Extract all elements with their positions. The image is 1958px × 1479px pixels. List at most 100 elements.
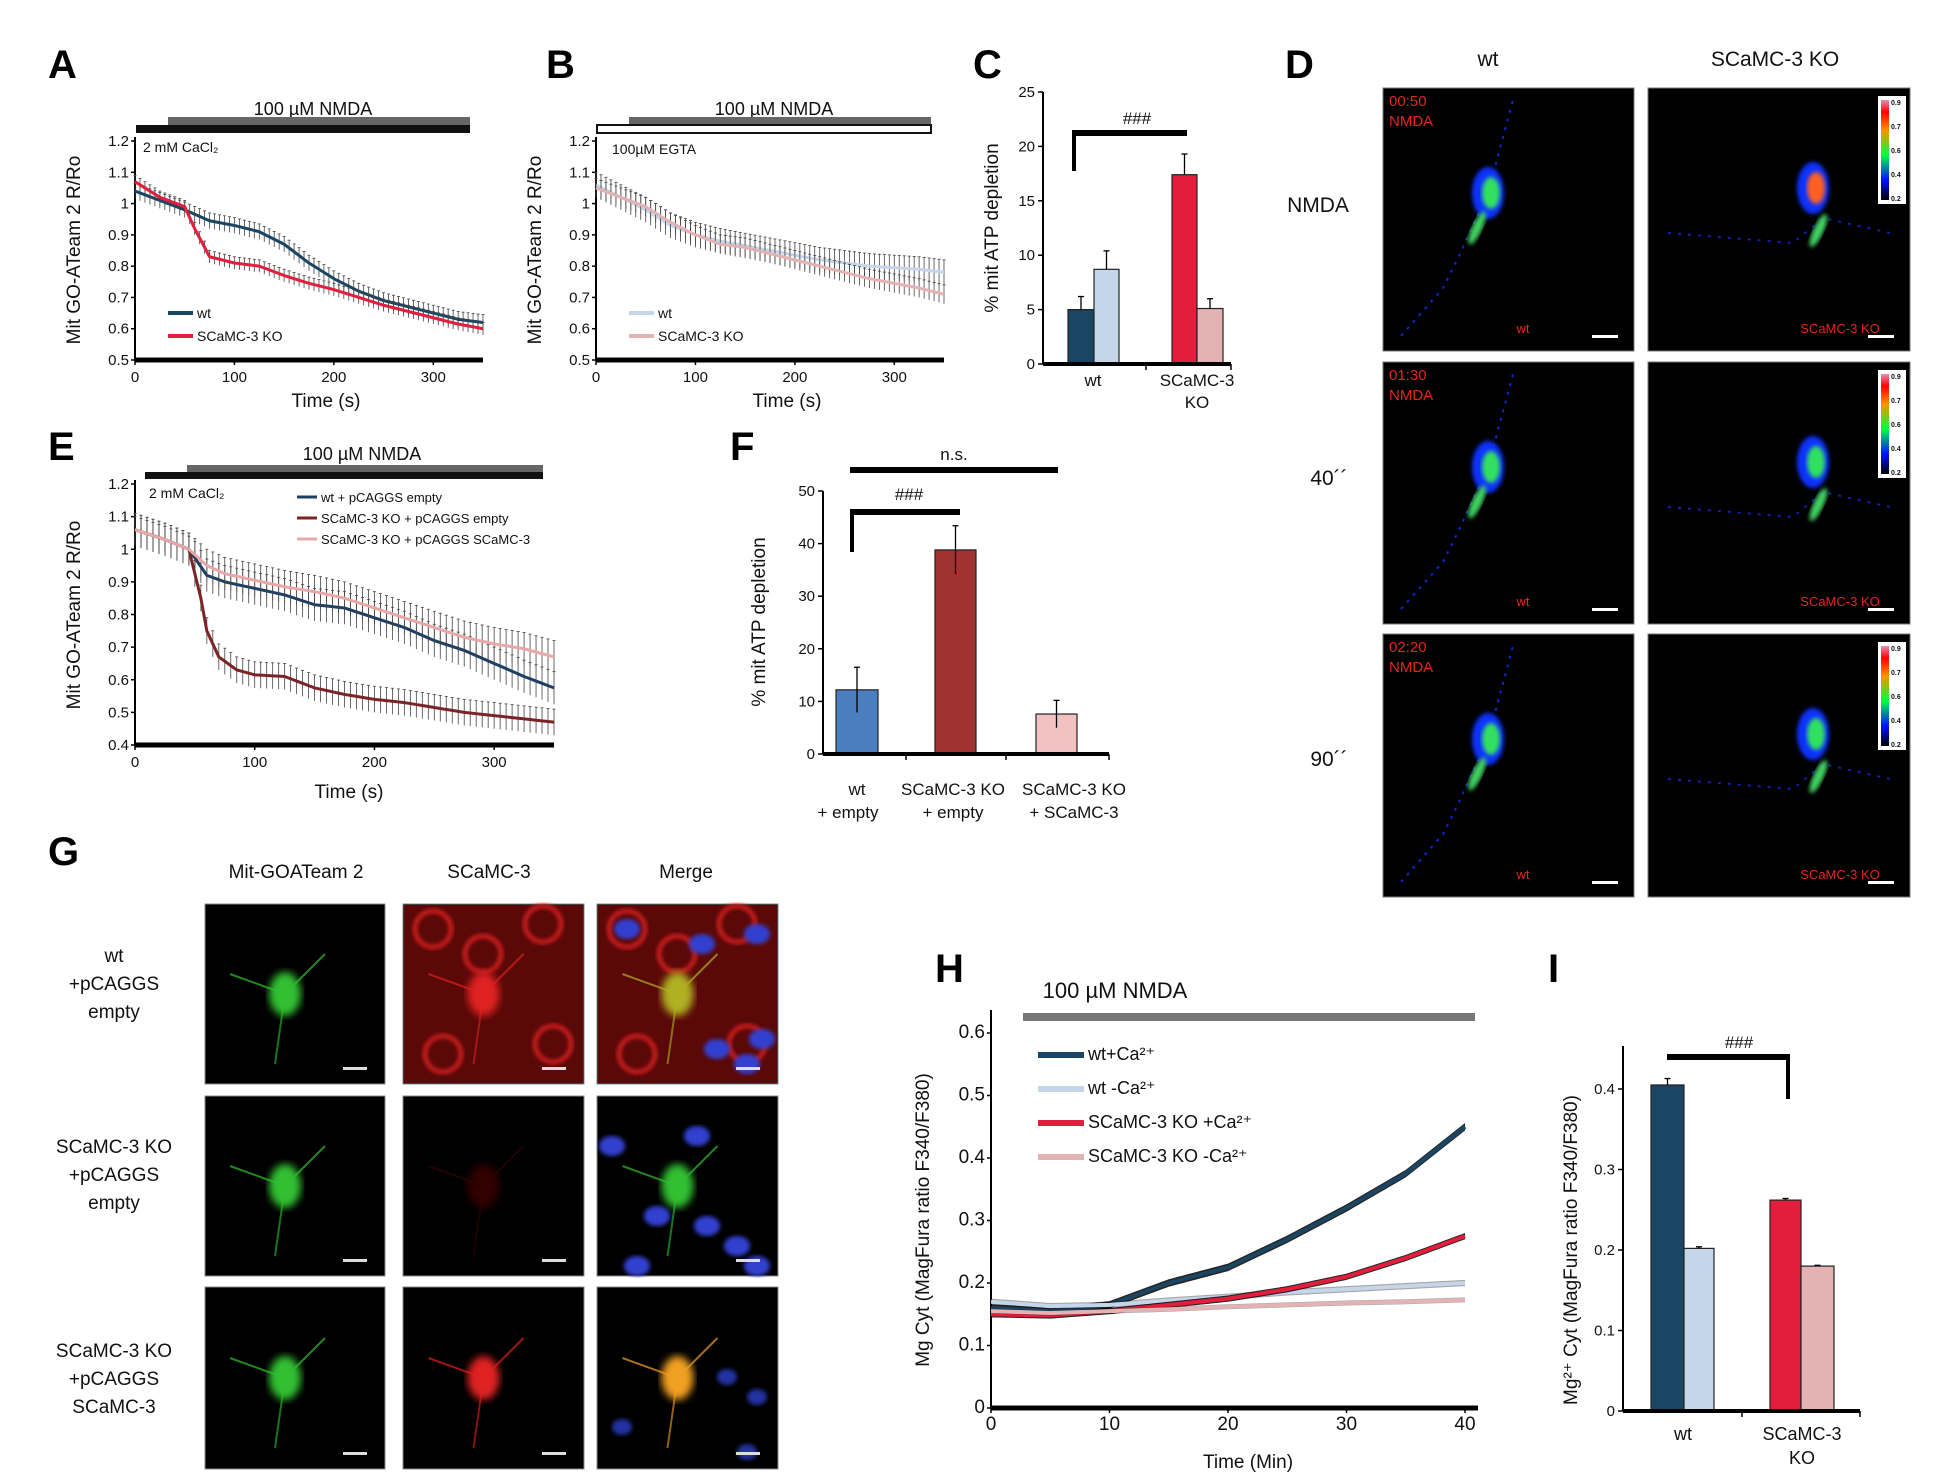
scale-bar	[1592, 881, 1618, 884]
stained-cell	[413, 909, 453, 949]
scale-bar	[736, 1067, 760, 1070]
d-image-r1-c1: 00:50 NMDA wt	[1382, 87, 1635, 352]
g-image-r3-c2	[402, 1286, 585, 1470]
neuron-process	[666, 1185, 679, 1257]
nucleus	[724, 1236, 750, 1256]
cell-body-signal	[1482, 723, 1500, 755]
image-background	[1382, 361, 1635, 625]
g-row3-line1: SCaMC-3 KO	[56, 1341, 172, 1362]
neurite	[1667, 490, 1891, 519]
panel-label-g: G	[48, 830, 79, 874]
y-tick-label: 0.1	[1594, 1323, 1615, 1340]
series-line	[990, 1125, 1467, 1314]
g-image-r1-c3	[596, 903, 779, 1085]
nmda-label-b: 100 µM NMDA	[715, 99, 833, 119]
x-tick-label: 300	[421, 369, 446, 386]
legend-label: SCaMC-3 KO -Ca²⁺	[1088, 1146, 1248, 1166]
series-wt-ca-	[990, 1123, 1467, 1315]
image-label: wt	[1516, 867, 1530, 882]
colorbar-tick-label: 0.7	[1891, 124, 1901, 131]
chart-F: 0 10 20 30 40 50	[798, 467, 1110, 763]
egta-bar-b	[596, 124, 932, 134]
neuron-process	[274, 1377, 286, 1449]
scale-bar	[1592, 335, 1618, 338]
category-label-i-ko-2: KO	[1789, 1448, 1815, 1468]
y-tick-label: 40	[798, 536, 815, 553]
g-row2-line3: empty	[88, 1193, 140, 1214]
chart-A: 0.5 0.6 0.7 0.8 0.9 1 1.1 1.2 0 100 200 300 wt SCaMC-…	[108, 133, 485, 386]
g-row2-line1: SCaMC-3 KO	[56, 1137, 172, 1158]
nmda-label-h: 100 µM NMDA	[1043, 978, 1188, 1003]
colorbar-tick-label: 0.7	[1891, 398, 1901, 405]
legend-label: SCaMC-3 KO + pCAGGS empty	[321, 511, 509, 526]
y-tick-label: 0.4	[1594, 1081, 1615, 1098]
g-column-merge: Merge	[659, 862, 713, 883]
image-label: wt	[1516, 321, 1530, 336]
colorbar-tick-label: 0.2	[1891, 470, 1901, 477]
d-image-r2-c2: SCaMC-3 KO 0.9 0.7 0.6 0.4 0.2	[1647, 361, 1911, 625]
y-tick-label: 1.2	[569, 133, 590, 150]
category-label-f-2b: + empty	[923, 803, 984, 822]
d-image-r3-c2: SCaMC-3 KO 0.9 0.7 0.6 0.4 0.2	[1647, 633, 1911, 898]
y-tick-label: 20	[798, 641, 815, 658]
y-tick-label: 0.6	[569, 321, 590, 338]
category-label-f-3b: + SCaMC-3	[1029, 803, 1118, 822]
legend-label: wt	[196, 305, 211, 321]
scale-bar	[343, 1452, 367, 1455]
timestamp: 00:50	[1389, 93, 1427, 110]
nmda-label-e: 100 µM NMDA	[303, 444, 421, 464]
neuron-process	[666, 1377, 679, 1449]
timestamp: 01:30	[1389, 367, 1427, 384]
x-tick-label: 200	[782, 369, 807, 386]
nmda-bar-h	[1023, 1013, 1475, 1021]
image-label: wt	[1516, 594, 1530, 609]
category-label-c-wt: wt	[1084, 371, 1102, 390]
y-tick-label: 0.6	[108, 672, 129, 689]
bar	[1800, 1265, 1835, 1412]
annotation-e: 2 mM CaCl₂	[149, 485, 224, 501]
x-tick-label: 100	[222, 369, 247, 386]
bar	[1196, 307, 1224, 365]
stained-cell	[657, 934, 697, 974]
image-background	[204, 1095, 386, 1277]
panel-label-e: E	[48, 425, 75, 469]
panel-label-a: A	[48, 43, 77, 87]
neuron-process	[472, 993, 485, 1065]
y-tick-label: 1.1	[569, 164, 590, 181]
colorbar-tick-label: 0.9	[1891, 374, 1901, 381]
stim-label: NMDA	[1389, 659, 1433, 676]
nucleus	[612, 1419, 632, 1435]
nucleus	[614, 919, 640, 939]
nmda-bar-e	[187, 465, 543, 472]
series-line	[595, 186, 945, 296]
chart-B: 0.5 0.6 0.7 0.8 0.9 1 1.1 1.2 0 100 200 300 wt SCaMC-…	[569, 133, 946, 386]
y-tick-label: 20	[1018, 138, 1035, 155]
legend-label: SCaMC-3 KO +Ca²⁺	[1088, 1112, 1252, 1132]
image-background	[1647, 87, 1911, 352]
g-column-scamc3: SCaMC-3	[447, 862, 530, 883]
colorbar-tick-label: 0.7	[1891, 670, 1901, 677]
y-tick-label: 0.2	[959, 1272, 985, 1293]
neurite	[1667, 216, 1891, 245]
category-label-f-2a: SCaMC-3 KO	[901, 780, 1005, 799]
series-scamc-3-ko-ca-	[990, 1297, 1466, 1316]
x-tick-label: 40	[1454, 1414, 1475, 1435]
nucleus	[734, 1054, 760, 1074]
g-image-r3-c1	[204, 1286, 386, 1470]
y-tick-label: 1	[582, 196, 590, 213]
proximal-dendrite	[1809, 214, 1828, 247]
x-tick-label: 20	[1217, 1414, 1238, 1435]
nmda-bar-a	[168, 117, 470, 125]
nucleus	[704, 1039, 730, 1059]
legend-label: wt	[657, 305, 672, 321]
neuron-process	[274, 993, 286, 1065]
colorbar-tick-label: 0.4	[1891, 718, 1901, 725]
image-background	[1647, 633, 1911, 898]
error-band	[991, 1279, 1465, 1310]
cell-body-signal	[1482, 451, 1500, 483]
x-tick-label: 300	[882, 369, 907, 386]
y-tick-label: 0.7	[569, 289, 590, 306]
stained-cell	[463, 934, 503, 974]
panel-label-i: I	[1548, 947, 1559, 991]
